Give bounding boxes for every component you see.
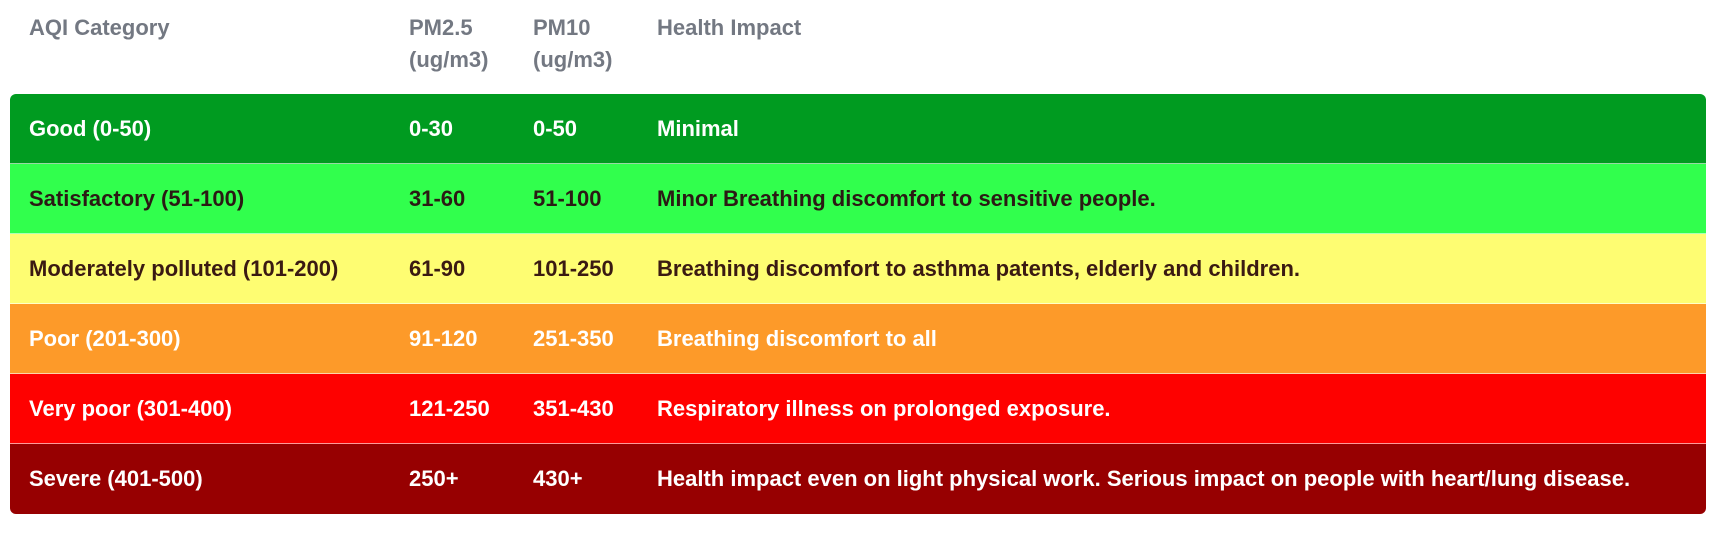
aqi-table: AQI Category PM2.5 (ug/m3) PM10 (ug/m3) … bbox=[10, 0, 1706, 514]
cell-health-impact: Breathing discomfort to asthma patents, … bbox=[657, 255, 1301, 281]
cell-aqi-category: Satisfactory (51-100) bbox=[29, 185, 245, 211]
cell-aqi-category: Poor (201-300) bbox=[29, 325, 181, 351]
cell-aqi-category: Good (0-50) bbox=[29, 115, 152, 141]
table-row-satisfactory: Satisfactory (51-100) 31-60 51-100 Minor… bbox=[10, 164, 1706, 234]
cell-aqi-category: Moderately polluted (101-200) bbox=[29, 255, 339, 281]
table-header: AQI Category PM2.5 (ug/m3) PM10 (ug/m3) … bbox=[10, 0, 1706, 94]
cell-pm10: 351-430 bbox=[533, 395, 614, 421]
table-row-severe: Severe (401-500) 250+ 430+ Health impact… bbox=[10, 444, 1706, 514]
cell-pm25: 31-60 bbox=[409, 185, 466, 211]
cell-pm10: 251-350 bbox=[533, 325, 614, 351]
header-aqi-category: AQI Category bbox=[29, 15, 170, 40]
cell-pm10: 430+ bbox=[533, 466, 583, 491]
table-row-very-poor: Very poor (301-400) 121-250 351-430 Resp… bbox=[10, 374, 1706, 444]
cell-pm25: 61-90 bbox=[409, 255, 466, 281]
cell-pm10: 101-250 bbox=[533, 255, 614, 281]
header-pm25: PM2.5 (ug/m3) bbox=[409, 15, 489, 72]
cell-health-impact: Respiratory illness on prolonged exposur… bbox=[657, 395, 1111, 421]
cell-pm25: 91-120 bbox=[409, 325, 478, 351]
cell-pm25: 0-30 bbox=[409, 115, 454, 141]
cell-pm25: 121-250 bbox=[409, 395, 490, 421]
cell-health-impact: Breathing discomfort to all bbox=[657, 325, 937, 351]
cell-pm10: 51-100 bbox=[533, 185, 602, 211]
cell-health-impact: Minor Breathing discomfort to sensitive … bbox=[657, 185, 1156, 211]
cell-pm25: 250+ bbox=[409, 466, 459, 491]
table-row-moderately-polluted: Moderately polluted (101-200) 61-90 101-… bbox=[10, 234, 1706, 304]
cell-health-impact: Minimal bbox=[657, 115, 739, 141]
cell-aqi-category: Severe (401-500) bbox=[29, 466, 203, 491]
header-health-impact: Health Impact bbox=[657, 15, 802, 40]
cell-health-impact: Health impact even on light physical wor… bbox=[657, 466, 1631, 491]
header-pm10: PM10 (ug/m3) bbox=[533, 15, 613, 72]
cell-pm10: 0-50 bbox=[533, 115, 578, 141]
cell-aqi-category: Very poor (301-400) bbox=[29, 395, 232, 421]
table-row-poor: Poor (201-300) 91-120 251-350 Breathing … bbox=[10, 304, 1706, 374]
table-body: Good (0-50) 0-30 0-50 Minimal Satisfacto… bbox=[10, 94, 1706, 514]
table-row-good: Good (0-50) 0-30 0-50 Minimal bbox=[10, 94, 1706, 164]
